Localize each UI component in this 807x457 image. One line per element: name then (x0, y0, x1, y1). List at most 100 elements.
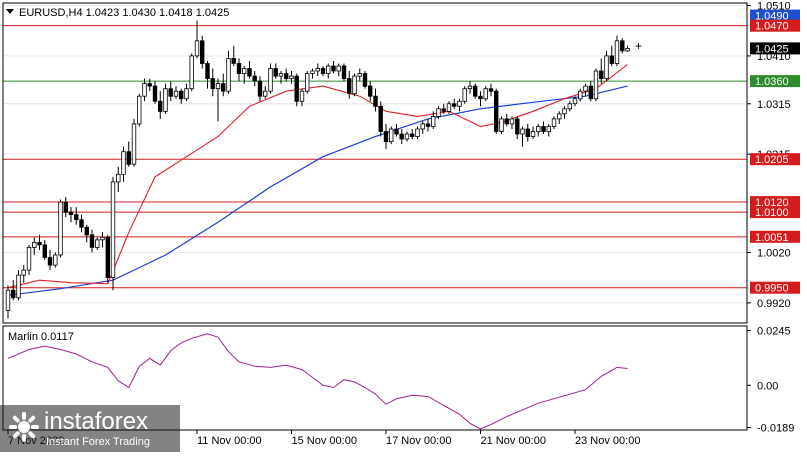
candle-body (178, 90, 184, 100)
candle (557, 111, 562, 124)
candle-body (357, 73, 362, 77)
candle-body (199, 40, 205, 64)
collapse-triangle-icon[interactable] (6, 9, 14, 14)
candle-body (315, 68, 320, 72)
candle-body (105, 236, 110, 279)
indicator-label: Marlin 0.0117 (8, 331, 74, 343)
candle-body (604, 55, 609, 80)
candle-body (42, 244, 47, 258)
candle-body (205, 63, 210, 80)
price-tag-bg (750, 153, 800, 166)
candle (362, 71, 368, 89)
candle (53, 252, 58, 268)
crosshair-icon: + (635, 39, 642, 53)
price-tag-red: 0.9950 (750, 281, 800, 295)
candle-body (68, 211, 74, 216)
candle-body (152, 85, 158, 102)
price-tag-red: 1.0051 (750, 230, 800, 244)
instaforex-logo-icon (9, 412, 39, 442)
candle-body (620, 40, 625, 52)
candle (546, 123, 551, 137)
candle (178, 88, 184, 104)
candle (32, 237, 37, 255)
candle-body (409, 133, 415, 137)
candle (68, 207, 74, 223)
candle-body (425, 123, 431, 127)
candle-body (467, 85, 473, 89)
candle (352, 73, 357, 97)
candle (483, 86, 488, 102)
candle (84, 224, 89, 243)
candle-body (583, 85, 588, 92)
price-tag-label: 1.0470 (755, 21, 789, 33)
candle (110, 176, 116, 291)
candle (583, 83, 588, 97)
candle (278, 71, 284, 84)
candle (5, 285, 11, 318)
candle-body (231, 58, 236, 64)
candle-body (37, 241, 42, 246)
price-tag-label: 1.0360 (755, 76, 789, 88)
osc-tick-label: 0.00 (757, 380, 778, 392)
candle-body (294, 75, 299, 102)
candle (310, 68, 315, 79)
candle-body (236, 63, 242, 75)
candle-body (557, 113, 562, 120)
candle-body (336, 65, 341, 72)
candle (367, 81, 373, 102)
candle-body (241, 68, 247, 74)
candle-body (509, 118, 515, 125)
oscillator-line (7, 333, 628, 430)
candle (320, 65, 326, 77)
candle-body (84, 226, 89, 236)
candle (609, 45, 614, 66)
candle-body (157, 100, 163, 112)
price-tag-bg (750, 196, 800, 209)
price-tag-bg (750, 9, 800, 22)
candle (588, 81, 593, 102)
price-tag-red: 1.0205 (750, 153, 800, 166)
candle (572, 96, 578, 107)
candle (509, 116, 515, 129)
candle-body (32, 241, 37, 248)
candle (100, 232, 105, 248)
candle-body (346, 78, 352, 95)
candle-body (404, 133, 410, 140)
candle-body (47, 257, 53, 266)
candle-body (310, 70, 315, 74)
candle (231, 45, 236, 66)
candle (399, 128, 404, 145)
candle (184, 83, 189, 102)
candle (467, 81, 473, 94)
price-tag-bg (750, 230, 800, 243)
candle (336, 63, 341, 77)
candle (462, 86, 467, 104)
candle-body (436, 108, 441, 117)
candle (515, 116, 520, 140)
candle (105, 234, 110, 283)
symbol-header: EURUSD,H4 1.0423 1.0430 1.0418 1.0425 (19, 7, 229, 19)
candle (157, 91, 163, 119)
candle-body (283, 73, 289, 79)
candle (593, 68, 599, 102)
candle (472, 83, 478, 99)
candle (404, 131, 410, 142)
candle-body (578, 90, 583, 100)
candle-body (599, 70, 604, 79)
candle-body (499, 118, 504, 132)
candle-body (121, 151, 126, 175)
candle (457, 98, 462, 112)
candle (42, 239, 47, 261)
candle-body (63, 201, 68, 213)
candle-body (541, 126, 546, 132)
candle (488, 83, 494, 97)
oscillator-layer (7, 333, 628, 430)
price-tag-label: 0.9950 (755, 283, 789, 295)
candle-body (462, 88, 467, 102)
candle (599, 58, 604, 84)
candle (541, 121, 546, 135)
candle-body (210, 78, 215, 90)
candle-body (551, 118, 557, 127)
